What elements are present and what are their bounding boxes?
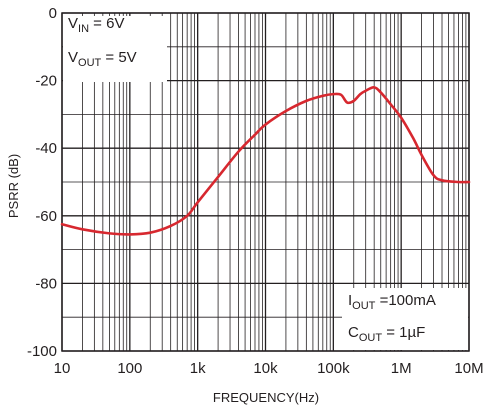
- vin-symbol: V: [68, 15, 78, 32]
- y-tick-label: -100: [27, 343, 57, 360]
- svg-text:VOUT = 5V: VOUT = 5V: [68, 49, 137, 69]
- vout-symbol: V: [68, 49, 78, 66]
- y-tick-label: -40: [35, 140, 57, 157]
- x-axis-title: FREQUENCY(Hz): [213, 390, 319, 405]
- x-tick-label: 100k: [317, 360, 350, 377]
- psrr-series-line: [60, 86, 471, 236]
- cout-subscript: OUT: [359, 332, 383, 344]
- svg-text:VIN = 6V: VIN = 6V: [68, 15, 124, 35]
- svg-text:IOUT =100mA: IOUT =100mA: [348, 292, 436, 312]
- iout-annotation: IOUT =100mA COUT = 1µF: [342, 288, 468, 350]
- x-tick-label: 10: [54, 360, 71, 377]
- x-tick-label: 10k: [253, 360, 278, 377]
- vout-value: = 5V: [101, 49, 136, 66]
- cout-symbol: C: [348, 324, 359, 341]
- iout-annotation-box: [342, 288, 468, 350]
- iout-subscript: OUT: [352, 300, 376, 312]
- svg-text:COUT = 1µF: COUT = 1µF: [348, 324, 425, 344]
- x-tick-label: 1k: [190, 360, 206, 377]
- iout-value: =100mA: [375, 292, 435, 309]
- x-tick-label: 1M: [391, 360, 412, 377]
- x-tick-labels: 10 100 1k 10k 100k 1M 10M: [54, 360, 484, 377]
- x-tick-label: 100: [117, 360, 142, 377]
- y-axis-title: PSRR (dB): [6, 154, 21, 218]
- vin-value: = 6V: [89, 15, 124, 32]
- y-tick-labels: 0 -20 -40 -60 -80 -100: [27, 5, 57, 360]
- vin-annotation: VIN = 6V VOUT = 5V: [63, 15, 167, 82]
- y-tick-label: -80: [35, 275, 57, 292]
- series-layer: [60, 86, 471, 236]
- y-tick-label: -60: [35, 208, 57, 225]
- iout-symbol: I: [348, 292, 352, 309]
- y-tick-label: 0: [49, 5, 57, 22]
- vout-subscript: OUT: [78, 57, 102, 69]
- cout-value: = 1µF: [382, 324, 425, 341]
- x-tick-label: 10M: [454, 360, 483, 377]
- vin-annotation-box: [63, 16, 167, 82]
- vin-subscript: IN: [78, 23, 89, 35]
- y-tick-label: -20: [35, 73, 57, 90]
